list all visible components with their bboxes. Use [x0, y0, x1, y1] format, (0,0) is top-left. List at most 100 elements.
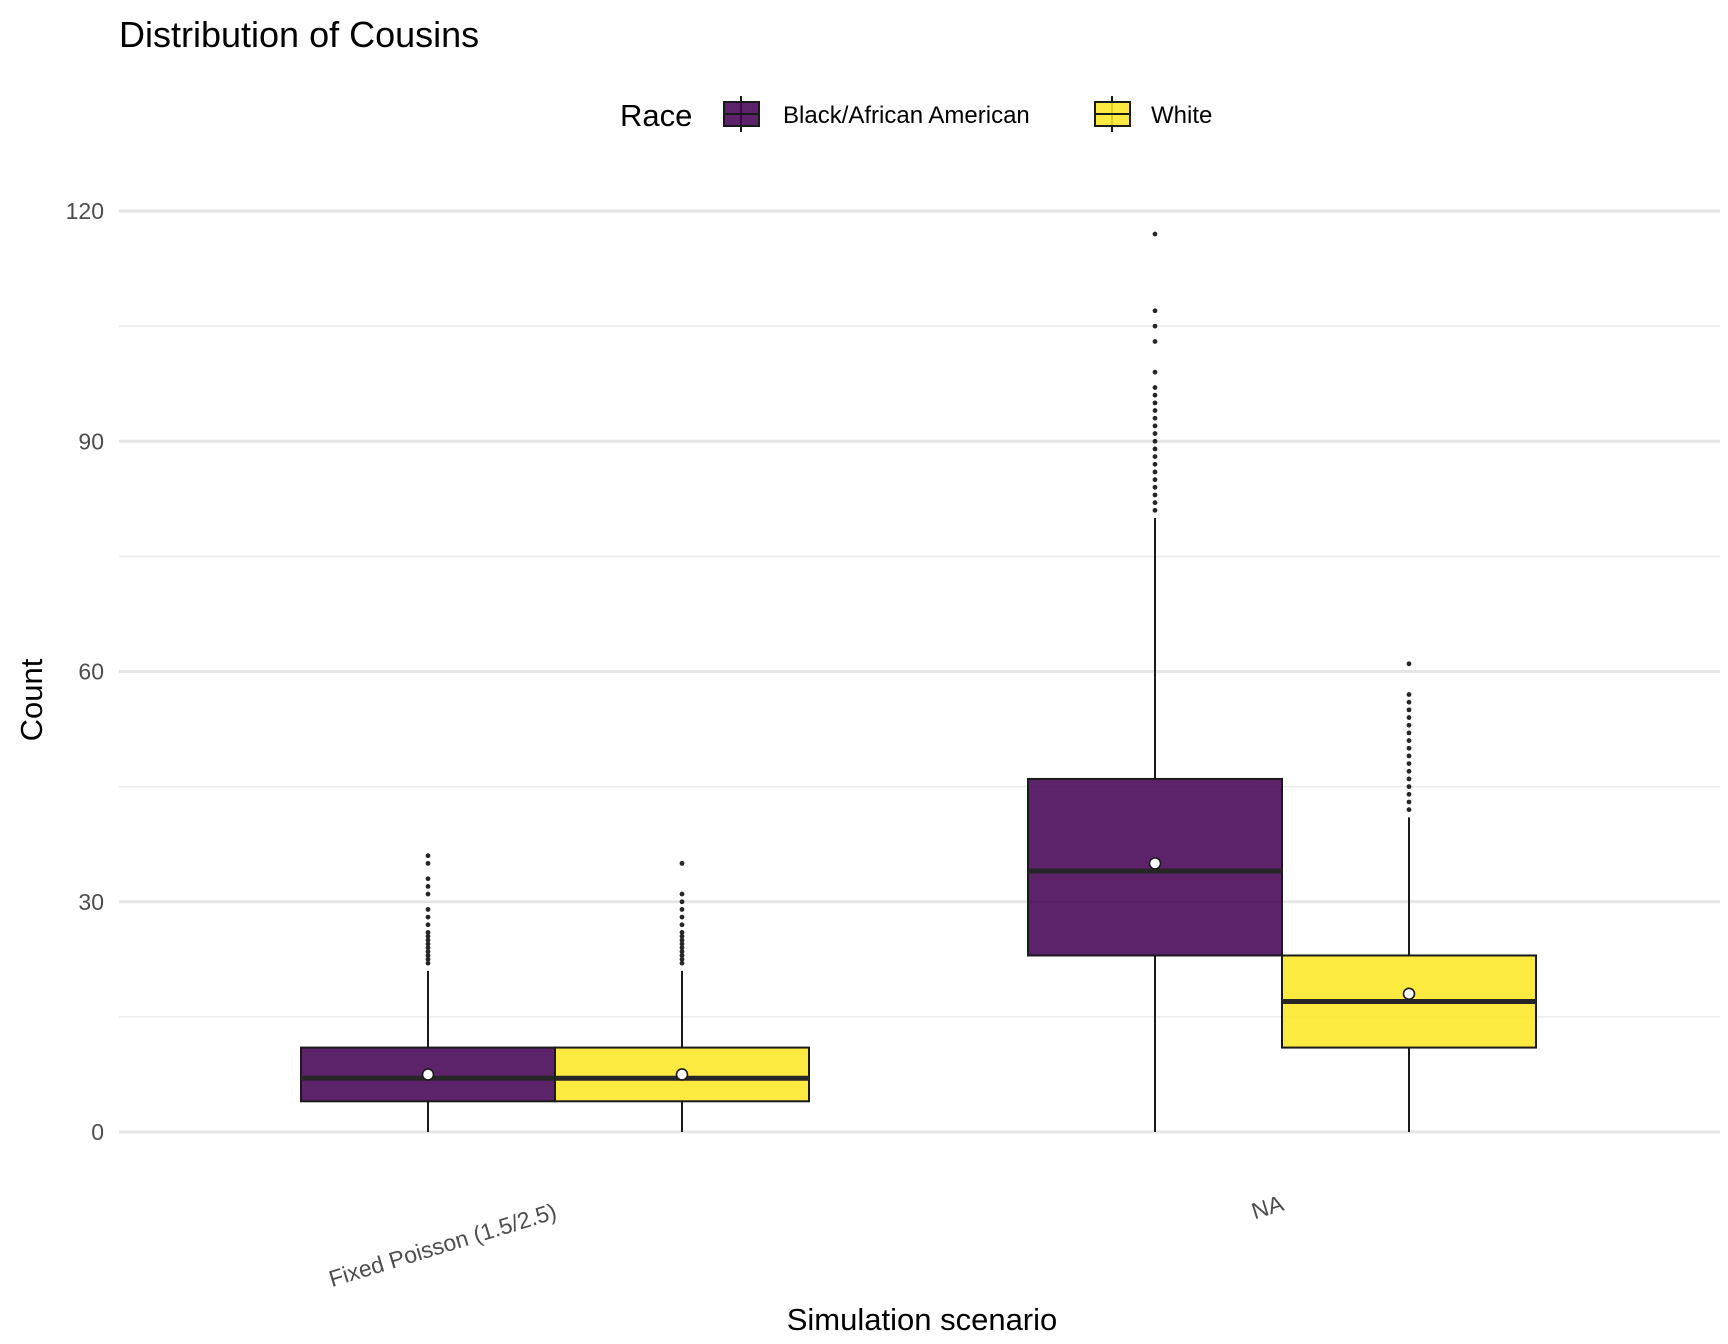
outlier-point — [1152, 408, 1158, 413]
outlier-point — [679, 922, 685, 928]
boxplot-white-1 — [1281, 661, 1537, 1132]
outlier-point — [1406, 730, 1412, 736]
outlier-point — [1152, 400, 1158, 406]
outlier-point — [1406, 738, 1412, 743]
outlier-point — [1152, 431, 1158, 436]
x-tick-labels: Fixed Poisson (1.5/2.5) NA — [326, 1190, 1287, 1292]
legend: Race Black/African American White — [620, 96, 1212, 133]
outlier-point — [425, 884, 431, 889]
outlier-point — [425, 949, 431, 955]
legend-label-white: White — [1151, 102, 1212, 129]
outlier-point — [1406, 791, 1412, 797]
outlier-point — [1152, 369, 1158, 375]
chart-title: Distribution of Cousins — [119, 14, 479, 55]
outlier-point — [1152, 454, 1158, 459]
outlier-point — [1406, 784, 1412, 790]
boxplot-black-african-american-1 — [1027, 231, 1283, 1132]
mean-point — [675, 1068, 689, 1081]
outlier-point — [1152, 469, 1158, 475]
outlier-point — [425, 941, 431, 947]
mean-point — [1402, 987, 1416, 1001]
outlier-point — [1152, 477, 1158, 483]
outlier-point — [1152, 438, 1158, 444]
y-tick-label: 60 — [78, 659, 104, 685]
outlier-point — [679, 907, 685, 912]
legend-key-black-african-american — [723, 96, 760, 132]
y-axis-title: Count — [14, 658, 49, 741]
outlier-point — [1406, 722, 1412, 728]
boxplot-black-african-american-0 — [300, 853, 556, 1132]
y-tick-label: 0 — [91, 1119, 104, 1145]
x-tick-label: Fixed Poisson (1.5/2.5) — [326, 1198, 560, 1292]
outlier-point — [1152, 385, 1158, 390]
mean-point — [1148, 857, 1162, 870]
y-tick-label: 90 — [78, 428, 104, 454]
x-axis-title: Simulation scenario — [787, 1302, 1058, 1337]
outlier-point — [1406, 753, 1412, 759]
boxplots — [300, 231, 1537, 1132]
outlier-point — [425, 914, 431, 920]
outlier-point — [1406, 776, 1412, 782]
outlier-point — [1406, 715, 1412, 720]
outlier-point — [679, 899, 685, 905]
outlier-point — [679, 914, 685, 920]
outlier-point — [1406, 745, 1412, 751]
outlier-point — [679, 937, 685, 943]
outlier-point — [1152, 392, 1158, 398]
outlier-point — [425, 956, 431, 962]
outlier-point — [679, 949, 685, 955]
outlier-point — [425, 853, 431, 859]
legend-key-white — [1094, 96, 1131, 132]
outlier-point — [1152, 507, 1158, 513]
outlier-point — [1406, 768, 1412, 774]
outlier-point — [425, 930, 431, 935]
outlier-point — [1152, 231, 1158, 237]
boxplot-white-0 — [554, 860, 810, 1132]
outlier-point — [1406, 807, 1412, 813]
outlier-point — [425, 922, 431, 928]
outlier-point — [425, 953, 431, 958]
outlier-point — [679, 941, 685, 947]
outlier-point — [679, 960, 685, 966]
outlier-point — [679, 953, 685, 958]
outlier-point — [1406, 761, 1412, 766]
outlier-point — [425, 860, 431, 866]
gridlines — [119, 209, 1720, 1134]
outlier-point — [679, 933, 685, 939]
outlier-point — [1406, 707, 1412, 713]
outlier-point — [1152, 415, 1158, 421]
outlier-point — [425, 945, 431, 951]
outlier-point — [1406, 661, 1412, 667]
outlier-point — [679, 891, 685, 897]
outlier-point — [1406, 799, 1412, 805]
outlier-point — [425, 876, 431, 882]
outlier-point — [425, 891, 431, 897]
outlier-point — [1152, 461, 1158, 467]
outlier-point — [1152, 339, 1158, 344]
outlier-point — [425, 933, 431, 939]
legend-title: Race — [620, 98, 692, 133]
outlier-point — [1152, 423, 1158, 429]
outlier-point — [1152, 492, 1158, 498]
outlier-point — [679, 945, 685, 951]
outlier-point — [425, 937, 431, 943]
outlier-point — [1152, 484, 1158, 490]
outlier-point — [679, 930, 685, 935]
outlier-point — [679, 860, 685, 866]
outlier-point — [679, 956, 685, 962]
y-tick-labels: 0 30 60 90 120 — [66, 198, 104, 1145]
outlier-point — [1152, 308, 1158, 314]
mean-point — [421, 1068, 435, 1081]
outlier-point — [1152, 446, 1158, 452]
legend-label-black-african-american: Black/African American — [783, 102, 1030, 129]
outlier-point — [1406, 692, 1412, 697]
outlier-point — [425, 907, 431, 912]
outlier-point — [425, 960, 431, 966]
outlier-point — [1152, 323, 1158, 329]
outlier-point — [1152, 500, 1158, 506]
y-tick-label: 30 — [78, 889, 104, 915]
x-tick-label: NA — [1248, 1190, 1287, 1224]
outlier-point — [1406, 699, 1412, 705]
y-tick-label: 120 — [66, 198, 104, 224]
